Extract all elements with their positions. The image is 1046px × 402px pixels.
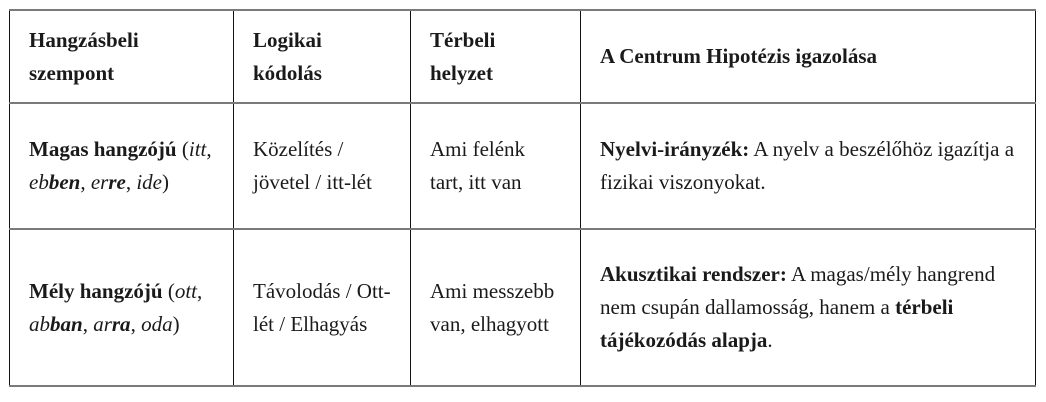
proof-text: A magas/mély hangrend nem csupán dallamo… xyxy=(600,262,996,319)
example-emphasis: ra xyxy=(111,311,131,336)
table-row: Mély hangzójú (ott, abban, arra, oda) Tá… xyxy=(9,228,1036,387)
example: er xyxy=(90,170,109,194)
text: ( xyxy=(162,278,175,303)
term: Magas hangzójú xyxy=(29,137,177,161)
text: , xyxy=(197,278,203,303)
sound-cell: Magas hangzójú (itt, ebben, erre, ide) xyxy=(9,102,234,230)
example: ab xyxy=(29,311,50,336)
proof-text: A nyelv a beszélőhöz igazítja a fizikai … xyxy=(600,137,1015,194)
header-row: Hangzásbeli szempont Logikai kódolás Tér… xyxy=(9,9,1036,104)
term: Mély hangzójú xyxy=(29,278,163,303)
proof-term: Nyelvi-irányzék: xyxy=(600,137,750,161)
comparison-table: Hangzásbeli szempont Logikai kódolás Tér… xyxy=(9,9,1036,387)
proof-cell: Nyelvi-irányzék: A nyelv a beszélőhöz ig… xyxy=(580,102,1036,230)
text: , xyxy=(206,137,212,161)
example: oda xyxy=(141,311,173,336)
text: , xyxy=(82,311,94,336)
text: , xyxy=(125,170,137,194)
proof-term: Akusztikai rendszer: xyxy=(600,262,787,286)
header-cell: Térbeli helyzet xyxy=(410,9,581,104)
header-cell: Hangzásbeli szempont xyxy=(9,9,234,104)
space-cell: Ami felénk tart, itt van xyxy=(410,102,581,230)
header-cell: A Centrum Hipotézis igazolása xyxy=(580,9,1036,104)
logic-cell: Távolodás / Ott-lét / Elhagyás xyxy=(233,228,411,387)
sound-cell: Mély hangzójú (ott, abban, arra, oda) xyxy=(9,228,234,387)
text: , xyxy=(80,170,91,194)
text: ) xyxy=(172,311,180,336)
example: itt xyxy=(188,137,207,161)
example-emphasis: re xyxy=(108,170,126,194)
text: ( xyxy=(176,137,189,161)
logic-cell: Közelítés / jövetel / itt-lét xyxy=(233,102,411,230)
example: eb xyxy=(29,170,49,194)
space-cell: Ami messzebb van, elhagyott xyxy=(410,228,581,387)
example: ide xyxy=(136,170,162,194)
text: , xyxy=(130,311,142,336)
example: ott xyxy=(174,278,197,303)
example-emphasis: ben xyxy=(48,170,81,194)
proof-text-end: . xyxy=(767,328,773,352)
table-row: Magas hangzójú (itt, ebben, erre, ide) K… xyxy=(9,102,1036,230)
example: ar xyxy=(93,311,112,336)
text: ) xyxy=(161,170,169,194)
header-cell: Logikai kódolás xyxy=(233,9,411,104)
example-emphasis: ban xyxy=(50,311,83,336)
proof-emphasis: térbeli tájékozódás alapja xyxy=(600,295,954,352)
proof-cell: Akusztikai rendszer: A magas/mély hangre… xyxy=(580,228,1036,387)
